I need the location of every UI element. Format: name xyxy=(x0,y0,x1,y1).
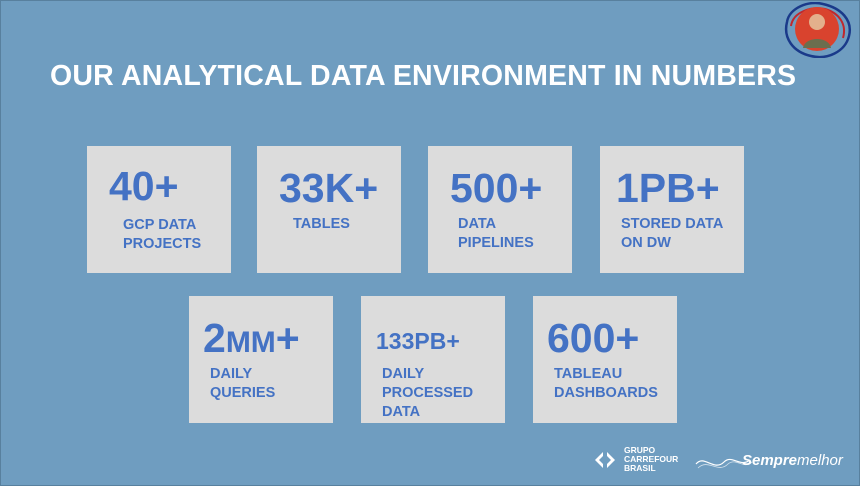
stat-value: 33K+ xyxy=(279,165,379,211)
stat-card-data-pipelines: 500+ DATA PIPELINES xyxy=(428,146,572,273)
stat-value: 600+ xyxy=(547,315,640,361)
carrefour-logo: GRUPO CARREFOUR BRASIL xyxy=(592,446,678,473)
slide-title: OUR ANALYTICAL DATA ENVIRONMENT IN NUMBE… xyxy=(50,60,797,92)
stat-card-gcp-projects: 40+ GCP DATA PROJECTS xyxy=(87,146,231,273)
sempre-melhor-logo: Sempremelhor xyxy=(694,448,844,476)
melhor-light: melhor xyxy=(797,452,843,469)
stat-value-unit: MM xyxy=(225,326,276,359)
presenter-avatar xyxy=(783,1,853,59)
stat-card-tables: 33K+ TABLES xyxy=(257,146,401,273)
stat-value-suffix: + xyxy=(275,315,300,361)
stat-value: 500+ xyxy=(450,165,543,211)
stat-card-daily-queries: 2MM+ DAILY QUERIES xyxy=(189,296,333,423)
stat-label: STORED DATA ON DW xyxy=(621,216,724,251)
stat-card-tableau-dashboards: 600+ TABLEAU DASHBOARDS xyxy=(533,296,677,423)
stat-card-daily-processed: 133PB+ DAILY PROCESSED DATA xyxy=(361,296,505,423)
sempre-melhor-text: Sempremelhor xyxy=(742,452,843,469)
carrefour-text: GRUPO CARREFOUR BRASIL xyxy=(624,445,679,473)
stat-value: 133PB+ xyxy=(376,328,460,354)
stat-value: 40+ xyxy=(109,163,179,209)
sempre-melhor-logo-icon xyxy=(695,458,753,469)
stat-label: DAILY PROCESSED DATA xyxy=(382,366,474,420)
carrefour-logo-icon xyxy=(595,451,615,468)
stat-label: GCP DATA PROJECTS xyxy=(123,217,202,252)
stat-value: 2MM+ xyxy=(203,318,300,359)
stat-label: DAILY QUERIES xyxy=(210,366,276,401)
sempre-bold: Sempre xyxy=(742,452,798,469)
stat-label: TABLES xyxy=(293,216,350,232)
stat-value: 1PB+ xyxy=(616,165,720,211)
stat-card-stored-data: 1PB+ STORED DATA ON DW xyxy=(600,146,744,273)
stat-label: TABLEAU DASHBOARDS xyxy=(554,366,658,401)
stat-label: DATA PIPELINES xyxy=(458,216,534,251)
stat-value-number: 2 xyxy=(203,315,226,361)
